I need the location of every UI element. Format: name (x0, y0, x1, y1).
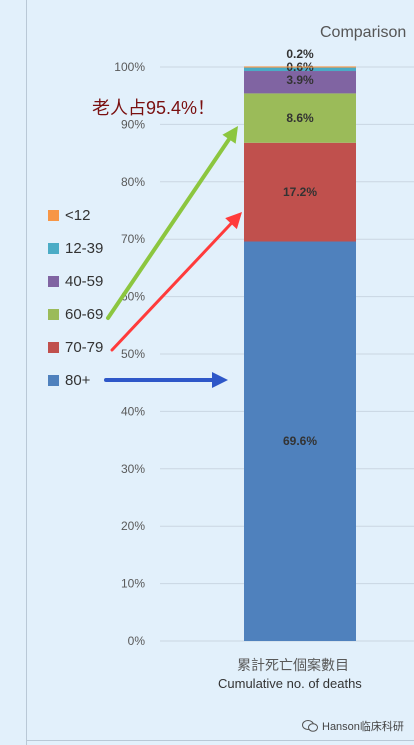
y-tick-label: 30% (121, 462, 145, 476)
legend-swatch (48, 209, 59, 221)
legend-label: 80+ (65, 371, 91, 389)
legend-item: 60-69 (48, 304, 103, 324)
data-label: 8.6% (286, 111, 314, 125)
legend-label: 60-69 (65, 305, 104, 323)
y-tick-label: 10% (121, 577, 145, 591)
y-tick-label: 40% (121, 404, 145, 418)
arrow-80plus-head (212, 372, 228, 388)
legend-item: 12-39 (48, 238, 103, 258)
watermark-text: Hanson临床科研 (322, 721, 404, 733)
bar-segment--12 (244, 66, 356, 68)
y-tick-label: 70% (121, 232, 145, 246)
elderly-share-annotation: 老人占95.4%！ (92, 98, 216, 118)
legend-label: 70-79 (65, 338, 104, 356)
frame-bottom-border (26, 740, 414, 741)
legend-label: 12-39 (65, 239, 104, 257)
legend-swatch (48, 242, 59, 254)
x-category-label-chinese: 累計死亡個案數目 (237, 657, 349, 673)
legend-label: <12 (65, 206, 91, 224)
frame-left-border (26, 0, 27, 745)
arrow-60-69-head (222, 126, 238, 144)
legend-item: 70-79 (48, 337, 103, 357)
arrow-70-79-shaft (110, 222, 233, 352)
y-tick-label: 20% (121, 519, 145, 533)
legend-swatch (48, 308, 59, 320)
y-tick-label: 100% (114, 60, 145, 74)
y-tick-label: 80% (121, 175, 145, 189)
y-tick-label: 0% (128, 634, 146, 648)
chart-title: Comparison (320, 24, 407, 41)
legend-swatch (48, 374, 59, 386)
watermark: Hanson临床科研 (302, 718, 404, 734)
legend-swatch (48, 275, 59, 287)
legend-item: 80+ (48, 370, 90, 390)
bar-segment-40-59 (244, 71, 356, 94)
legend-swatch (48, 341, 59, 353)
legend-label: 40-59 (65, 272, 104, 290)
arrow-70-79-head (225, 212, 242, 230)
legend-item: 40-59 (48, 271, 103, 291)
y-tick-label: 90% (121, 117, 145, 131)
wechat-icon (302, 720, 318, 732)
bar-segment-70-79 (244, 142, 356, 242)
arrow-60-69-shaft (106, 137, 232, 320)
data-label: 3.9% (286, 73, 314, 87)
data-label: 0.2% (286, 47, 314, 61)
x-category-label-english: Cumulative no. of deaths (218, 676, 362, 691)
y-tick-label: 50% (121, 347, 145, 361)
bar-segment-60-69 (244, 93, 356, 143)
bar-segment-12-39 (244, 67, 356, 72)
bar-segment-80- (244, 241, 356, 641)
data-label: 69.6% (283, 434, 317, 448)
legend-item: <12 (48, 205, 90, 225)
data-label: 17.2% (283, 185, 317, 199)
